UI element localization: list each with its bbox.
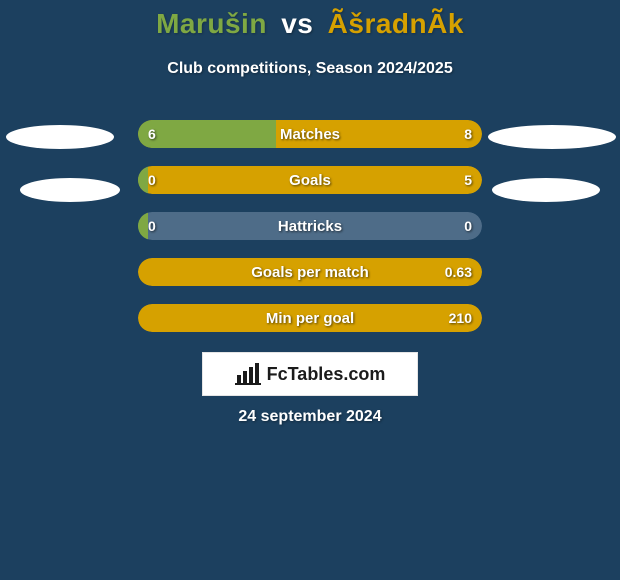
logo-text: FcTables.com [267,364,386,385]
stat-bar: 05Goals [138,166,482,194]
player2-name: ÃšradnÃk [328,8,464,39]
bar-right-value: 5 [454,166,482,194]
date-label: 24 september 2024 [0,408,620,426]
bar-right-fill [138,304,482,332]
stat-bar: 0.63Goals per match [138,258,482,286]
bar-right-fill [138,212,482,240]
bar-right-value: 0 [454,212,482,240]
comparison-bars: 68Matches05Goals00Hattricks0.63Goals per… [138,120,482,350]
stat-bar: 210Min per goal [138,304,482,332]
bar-right-value: 8 [454,120,482,148]
bar-right-value: 0.63 [435,258,482,286]
decorative-ellipse [488,125,616,149]
stat-bar: 00Hattricks [138,212,482,240]
subtitle: Club competitions, Season 2024/2025 [0,60,620,78]
chart-bar-icon [235,363,261,385]
bar-left-value: 0 [138,212,166,240]
bar-left-value: 0 [138,166,166,194]
source-logo: FcTables.com [202,352,418,396]
bar-right-value: 210 [439,304,482,332]
bar-left-value: 6 [138,120,166,148]
decorative-ellipse [20,178,120,202]
bar-right-fill [138,166,482,194]
vs-label: vs [281,8,313,39]
comparison-card: Marušin vs ÃšradnÃk Club competitions, S… [0,0,620,580]
decorative-ellipse [6,125,114,149]
decorative-ellipse [492,178,600,202]
page-title: Marušin vs ÃšradnÃk [0,8,620,40]
bar-right-fill [138,258,482,286]
player1-name: Marušin [156,8,267,39]
stat-bar: 68Matches [138,120,482,148]
